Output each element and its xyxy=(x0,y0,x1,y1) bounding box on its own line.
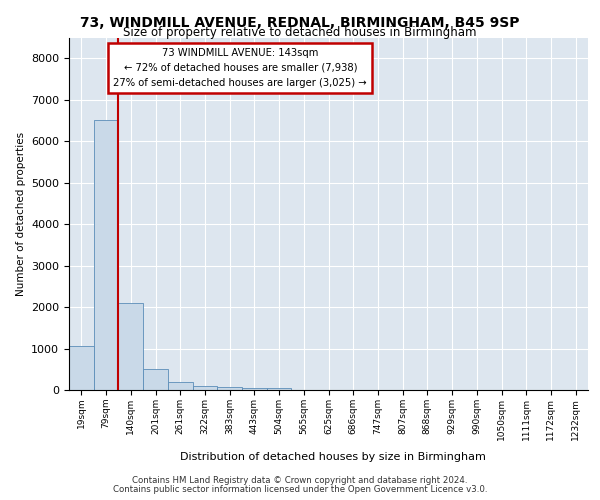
Bar xyxy=(242,388,267,390)
Text: 73 WINDMILL AVENUE: 143sqm
← 72% of detached houses are smaller (7,938)
27% of s: 73 WINDMILL AVENUE: 143sqm ← 72% of deta… xyxy=(113,48,367,88)
Text: Contains HM Land Registry data © Crown copyright and database right 2024.: Contains HM Land Registry data © Crown c… xyxy=(132,476,468,485)
Y-axis label: Number of detached properties: Number of detached properties xyxy=(16,132,26,296)
Bar xyxy=(267,388,292,390)
Bar xyxy=(217,387,242,390)
Text: Contains public sector information licensed under the Open Government Licence v3: Contains public sector information licen… xyxy=(113,485,487,494)
Text: Size of property relative to detached houses in Birmingham: Size of property relative to detached ho… xyxy=(123,26,477,39)
Bar xyxy=(69,346,94,390)
Text: 73, WINDMILL AVENUE, REDNAL, BIRMINGHAM, B45 9SP: 73, WINDMILL AVENUE, REDNAL, BIRMINGHAM,… xyxy=(80,16,520,30)
Text: Distribution of detached houses by size in Birmingham: Distribution of detached houses by size … xyxy=(180,452,486,462)
Bar xyxy=(168,382,193,390)
Bar xyxy=(94,120,118,390)
Bar xyxy=(143,370,168,390)
Bar xyxy=(193,386,217,390)
Bar xyxy=(118,303,143,390)
